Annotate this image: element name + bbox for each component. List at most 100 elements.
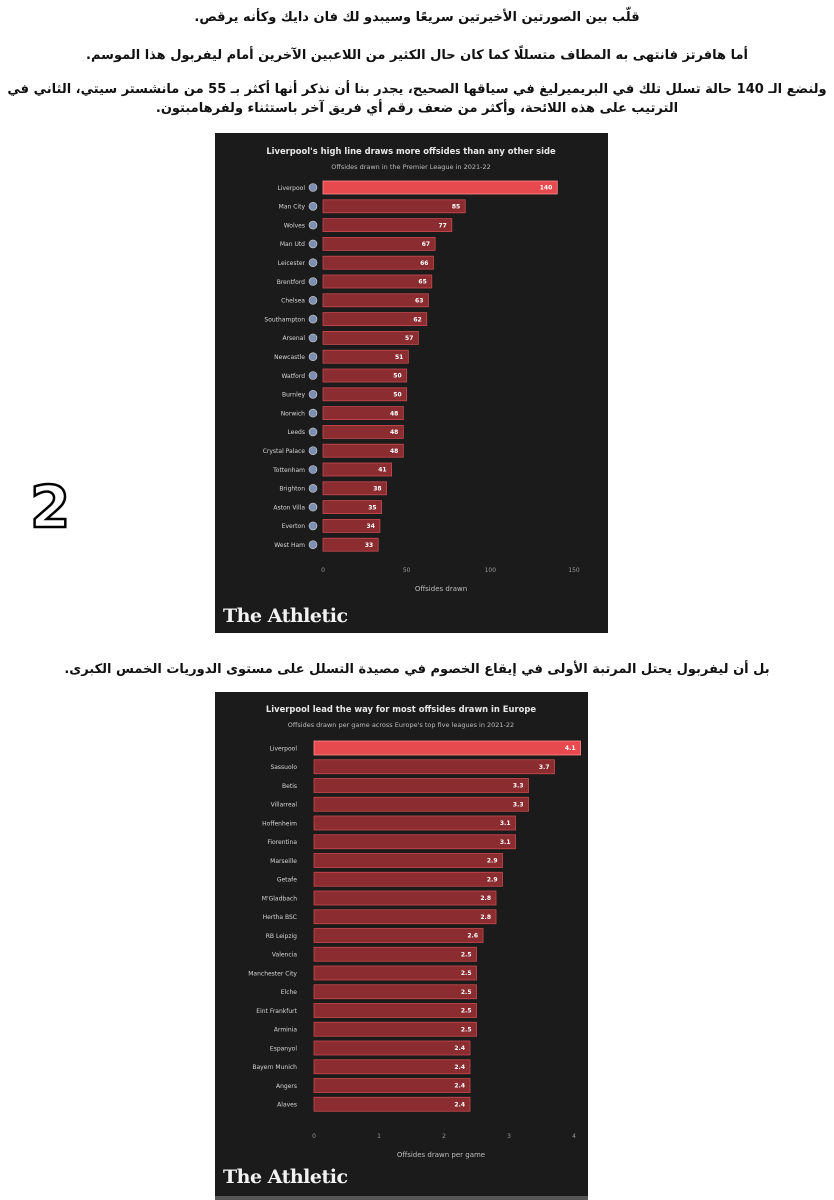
bar xyxy=(322,424,404,439)
team-crest-icon xyxy=(308,540,318,550)
x-tick-label: 0 xyxy=(321,567,325,574)
category-label: Bayern Munich xyxy=(252,1064,297,1071)
x-tick-label: 1 xyxy=(377,1133,381,1140)
value-label: 2.5 xyxy=(461,1026,472,1033)
value-label: 4.1 xyxy=(565,745,576,752)
category-label: Newcastle xyxy=(274,354,305,361)
x-axis-label: Offsides drawn xyxy=(415,585,467,593)
value-label: 2.5 xyxy=(461,989,472,996)
value-label: 3.3 xyxy=(513,783,524,790)
team-crest-icon xyxy=(308,333,318,343)
value-label: 77 xyxy=(438,222,446,229)
value-label: 2.9 xyxy=(487,876,498,883)
value-label: 66 xyxy=(420,260,428,267)
category-label: Brighton xyxy=(279,486,305,493)
category-label: RB Leipzig xyxy=(266,933,297,940)
bar xyxy=(313,909,497,925)
bar xyxy=(322,199,466,214)
x-tick-label: 4 xyxy=(572,1133,576,1140)
value-label: 50 xyxy=(393,392,401,399)
bar xyxy=(322,349,409,364)
bar xyxy=(313,1059,471,1075)
bar xyxy=(313,759,555,775)
category-label: Arsenal xyxy=(282,335,305,342)
category-label: Eint Frankfurt xyxy=(256,1008,297,1015)
x-tick-label: 50 xyxy=(403,567,411,574)
value-label: 140 xyxy=(540,185,553,192)
value-label: 3.1 xyxy=(500,839,511,846)
value-label: 48 xyxy=(390,410,398,417)
category-label: Leeds xyxy=(287,429,305,436)
category-label: Angers xyxy=(276,1083,297,1090)
value-label: 62 xyxy=(413,316,421,323)
category-label: Hoffenheim xyxy=(262,820,297,827)
category-label: Liverpool xyxy=(277,185,305,192)
category-label: Espanyol xyxy=(270,1045,297,1052)
category-label: Aston Villa xyxy=(273,504,305,511)
bar xyxy=(322,180,558,195)
category-label: Getafe xyxy=(277,877,297,884)
value-label: 3.3 xyxy=(513,801,524,808)
the-athletic-logo: The Athletic xyxy=(223,605,348,627)
bar xyxy=(322,218,453,232)
chart-subtitle: Offsides drawn per game across Europe's … xyxy=(288,721,514,729)
category-label: Valencia xyxy=(272,952,297,959)
bar xyxy=(313,965,477,981)
europe-offsides-chart: Liverpool lead the way for most offsides… xyxy=(215,692,588,1200)
category-label: Alaves xyxy=(277,1102,297,1109)
bar xyxy=(313,946,477,962)
team-crest-icon xyxy=(308,277,318,286)
article-paragraph-1: قلّب بين الصورتين الأخيرتين سريعًا وسيبد… xyxy=(194,10,640,25)
category-label: Brentford xyxy=(277,279,305,286)
value-label: 2.5 xyxy=(461,951,472,958)
value-label: 33 xyxy=(365,542,373,549)
page-number: 2 xyxy=(29,473,72,541)
team-crest-icon xyxy=(308,371,318,380)
value-label: 35 xyxy=(368,504,376,511)
the-athletic-logo: The Athletic xyxy=(223,1166,348,1188)
value-label: 2.4 xyxy=(454,1045,465,1052)
category-label: Leicester xyxy=(278,260,306,267)
bar xyxy=(313,778,529,793)
value-label: 3.1 xyxy=(500,820,511,827)
team-crest-icon xyxy=(308,521,318,531)
team-crest-icon xyxy=(308,408,318,418)
chart-subtitle: Offsides drawn in the Premier League in … xyxy=(331,163,491,171)
category-label: Villarreal xyxy=(271,802,298,809)
bar xyxy=(313,1096,471,1112)
value-label: 2.5 xyxy=(461,970,472,977)
category-label: Manchester City xyxy=(248,970,297,977)
bar xyxy=(313,890,497,906)
category-label: Chelsea xyxy=(281,298,305,305)
team-crest-icon xyxy=(308,352,318,361)
team-crest-icon xyxy=(308,202,318,211)
bar xyxy=(313,1003,477,1018)
bar xyxy=(313,928,484,943)
value-label: 2.8 xyxy=(480,914,491,921)
article-paragraph-2: أما هافرتز فانتهى به المطاف متسللًا كما … xyxy=(86,48,748,63)
value-label: 67 xyxy=(422,241,430,248)
value-label: 2.4 xyxy=(454,1101,465,1108)
bar xyxy=(322,462,393,477)
value-label: 50 xyxy=(393,373,401,380)
bar xyxy=(313,740,581,756)
team-crest-icon xyxy=(308,389,318,399)
bar xyxy=(313,796,529,812)
category-label: Sassuolo xyxy=(270,764,297,771)
bar xyxy=(322,537,379,552)
category-label: West Ham xyxy=(274,542,305,549)
category-label: Man City xyxy=(279,204,306,211)
bar xyxy=(313,871,503,887)
bar xyxy=(313,834,516,850)
value-label: 3.7 xyxy=(539,764,550,771)
bar xyxy=(322,293,429,308)
chart-2-svg: Liverpool lead the way for most offsides… xyxy=(248,704,581,1159)
x-tick-label: 100 xyxy=(485,567,497,574)
category-label: Watford xyxy=(281,373,305,380)
value-label: 51 xyxy=(395,354,403,361)
team-crest-icon xyxy=(308,220,318,230)
category-label: Southampton xyxy=(264,316,305,323)
bar xyxy=(322,330,419,345)
value-label: 38 xyxy=(373,486,381,493)
value-label: 63 xyxy=(415,298,423,305)
